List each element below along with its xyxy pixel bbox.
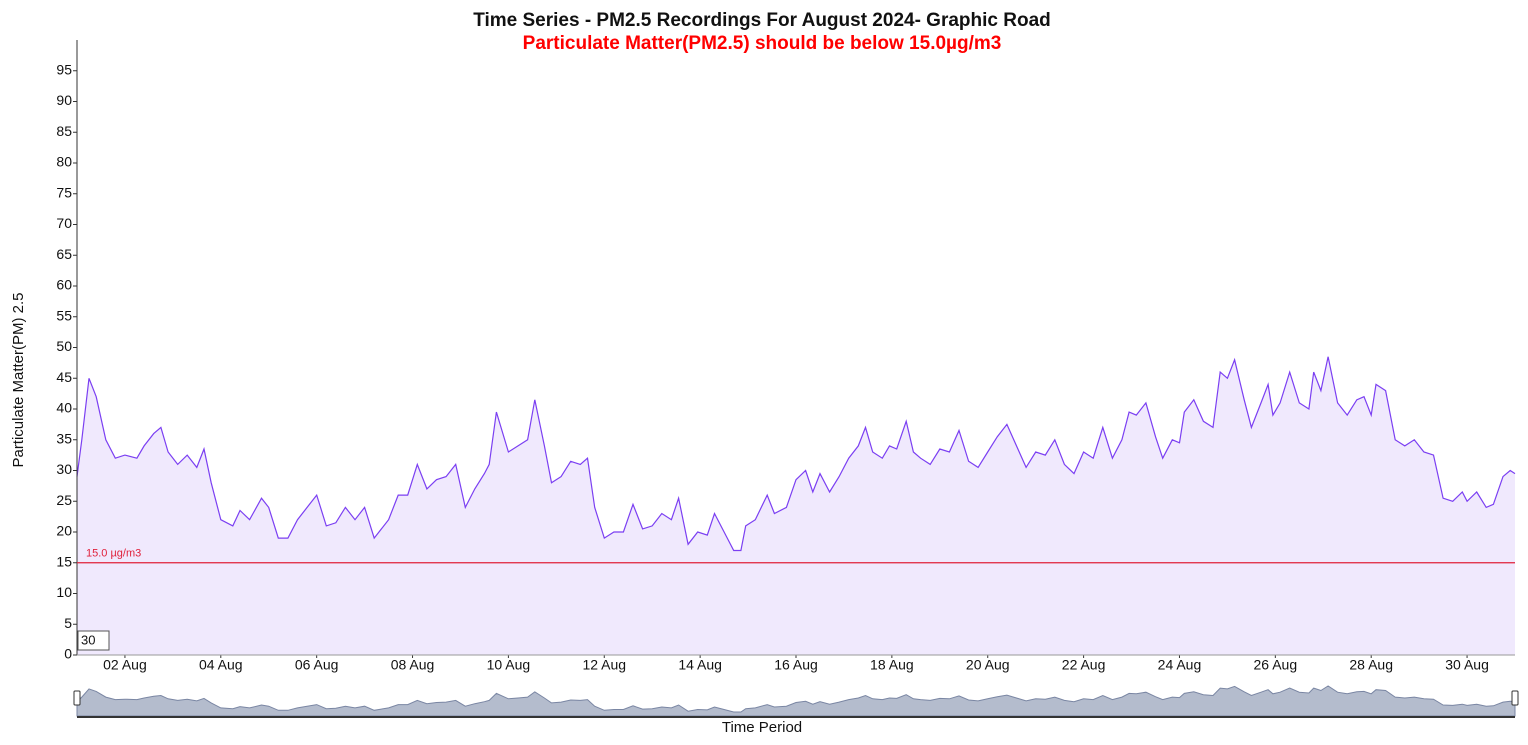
range-input-box[interactable] [77, 630, 110, 651]
x-tick-label: 08 Aug [391, 657, 435, 673]
x-tick-label: 24 Aug [1158, 657, 1202, 673]
y-axis-label: Particulate Matter(PM) 2.5 [10, 292, 27, 467]
line [76, 356, 1516, 552]
y-tick-label: 15 [56, 553, 72, 569]
y-tick-label: 55 [56, 307, 72, 323]
y-tick-label: 80 [56, 154, 72, 170]
chart-title: Time Series - PM2.5 Recordings For Augus… [473, 10, 1051, 31]
y-tick-label: 35 [56, 430, 72, 446]
y-tick-label: 20 [56, 523, 72, 539]
y-tick-label: 70 [56, 215, 72, 231]
threshold-label: 15.0 µg/m3 [86, 548, 141, 560]
navigator-handle[interactable] [73, 690, 81, 706]
x-tick-label: 18 Aug [870, 657, 914, 673]
y-tick-label: 30 [56, 461, 72, 477]
y-tick-label: 25 [56, 492, 72, 508]
y-tick-label: 60 [56, 277, 72, 293]
range-input[interactable]: 30 [81, 632, 95, 647]
navigator-series [76, 685, 1516, 717]
x-tick-label: 22 Aug [1062, 657, 1106, 673]
y-tick-label: 85 [56, 123, 72, 139]
chart-subtitle: Particulate Matter(PM2.5) should be belo… [523, 33, 1002, 54]
x-tick-label: 30 Aug [1445, 657, 1489, 673]
x-tick-label: 06 Aug [295, 657, 339, 673]
y-tick-label: 90 [56, 92, 72, 108]
x-tick-label: 26 Aug [1254, 657, 1298, 673]
y-tick-label: 5 [64, 615, 72, 631]
x-axis-label: Time Period [722, 719, 802, 736]
x-tick-label: 02 Aug [103, 657, 147, 673]
y-tick-label: 50 [56, 338, 72, 354]
x-tick-label: 12 Aug [582, 657, 626, 673]
y-tick-label: 40 [56, 400, 72, 416]
x-tick-label: 14 Aug [678, 657, 722, 673]
y-tick-label: 0 [64, 646, 72, 662]
x-tick-label: 10 Aug [487, 657, 531, 673]
y-tick-label: 65 [56, 246, 72, 262]
y-tick-label: 95 [56, 61, 72, 77]
area-fill [77, 356, 1515, 655]
y-tick-label: 45 [56, 369, 72, 385]
y-tick-label: 75 [56, 184, 72, 200]
x-tick-label: 16 Aug [774, 657, 818, 673]
y-tick-label: 10 [56, 584, 72, 600]
x-tick-label: 20 Aug [966, 657, 1010, 673]
navigator-handle[interactable] [1511, 690, 1519, 706]
x-tick-label: 04 Aug [199, 657, 243, 673]
x-tick-label: 28 Aug [1349, 657, 1393, 673]
